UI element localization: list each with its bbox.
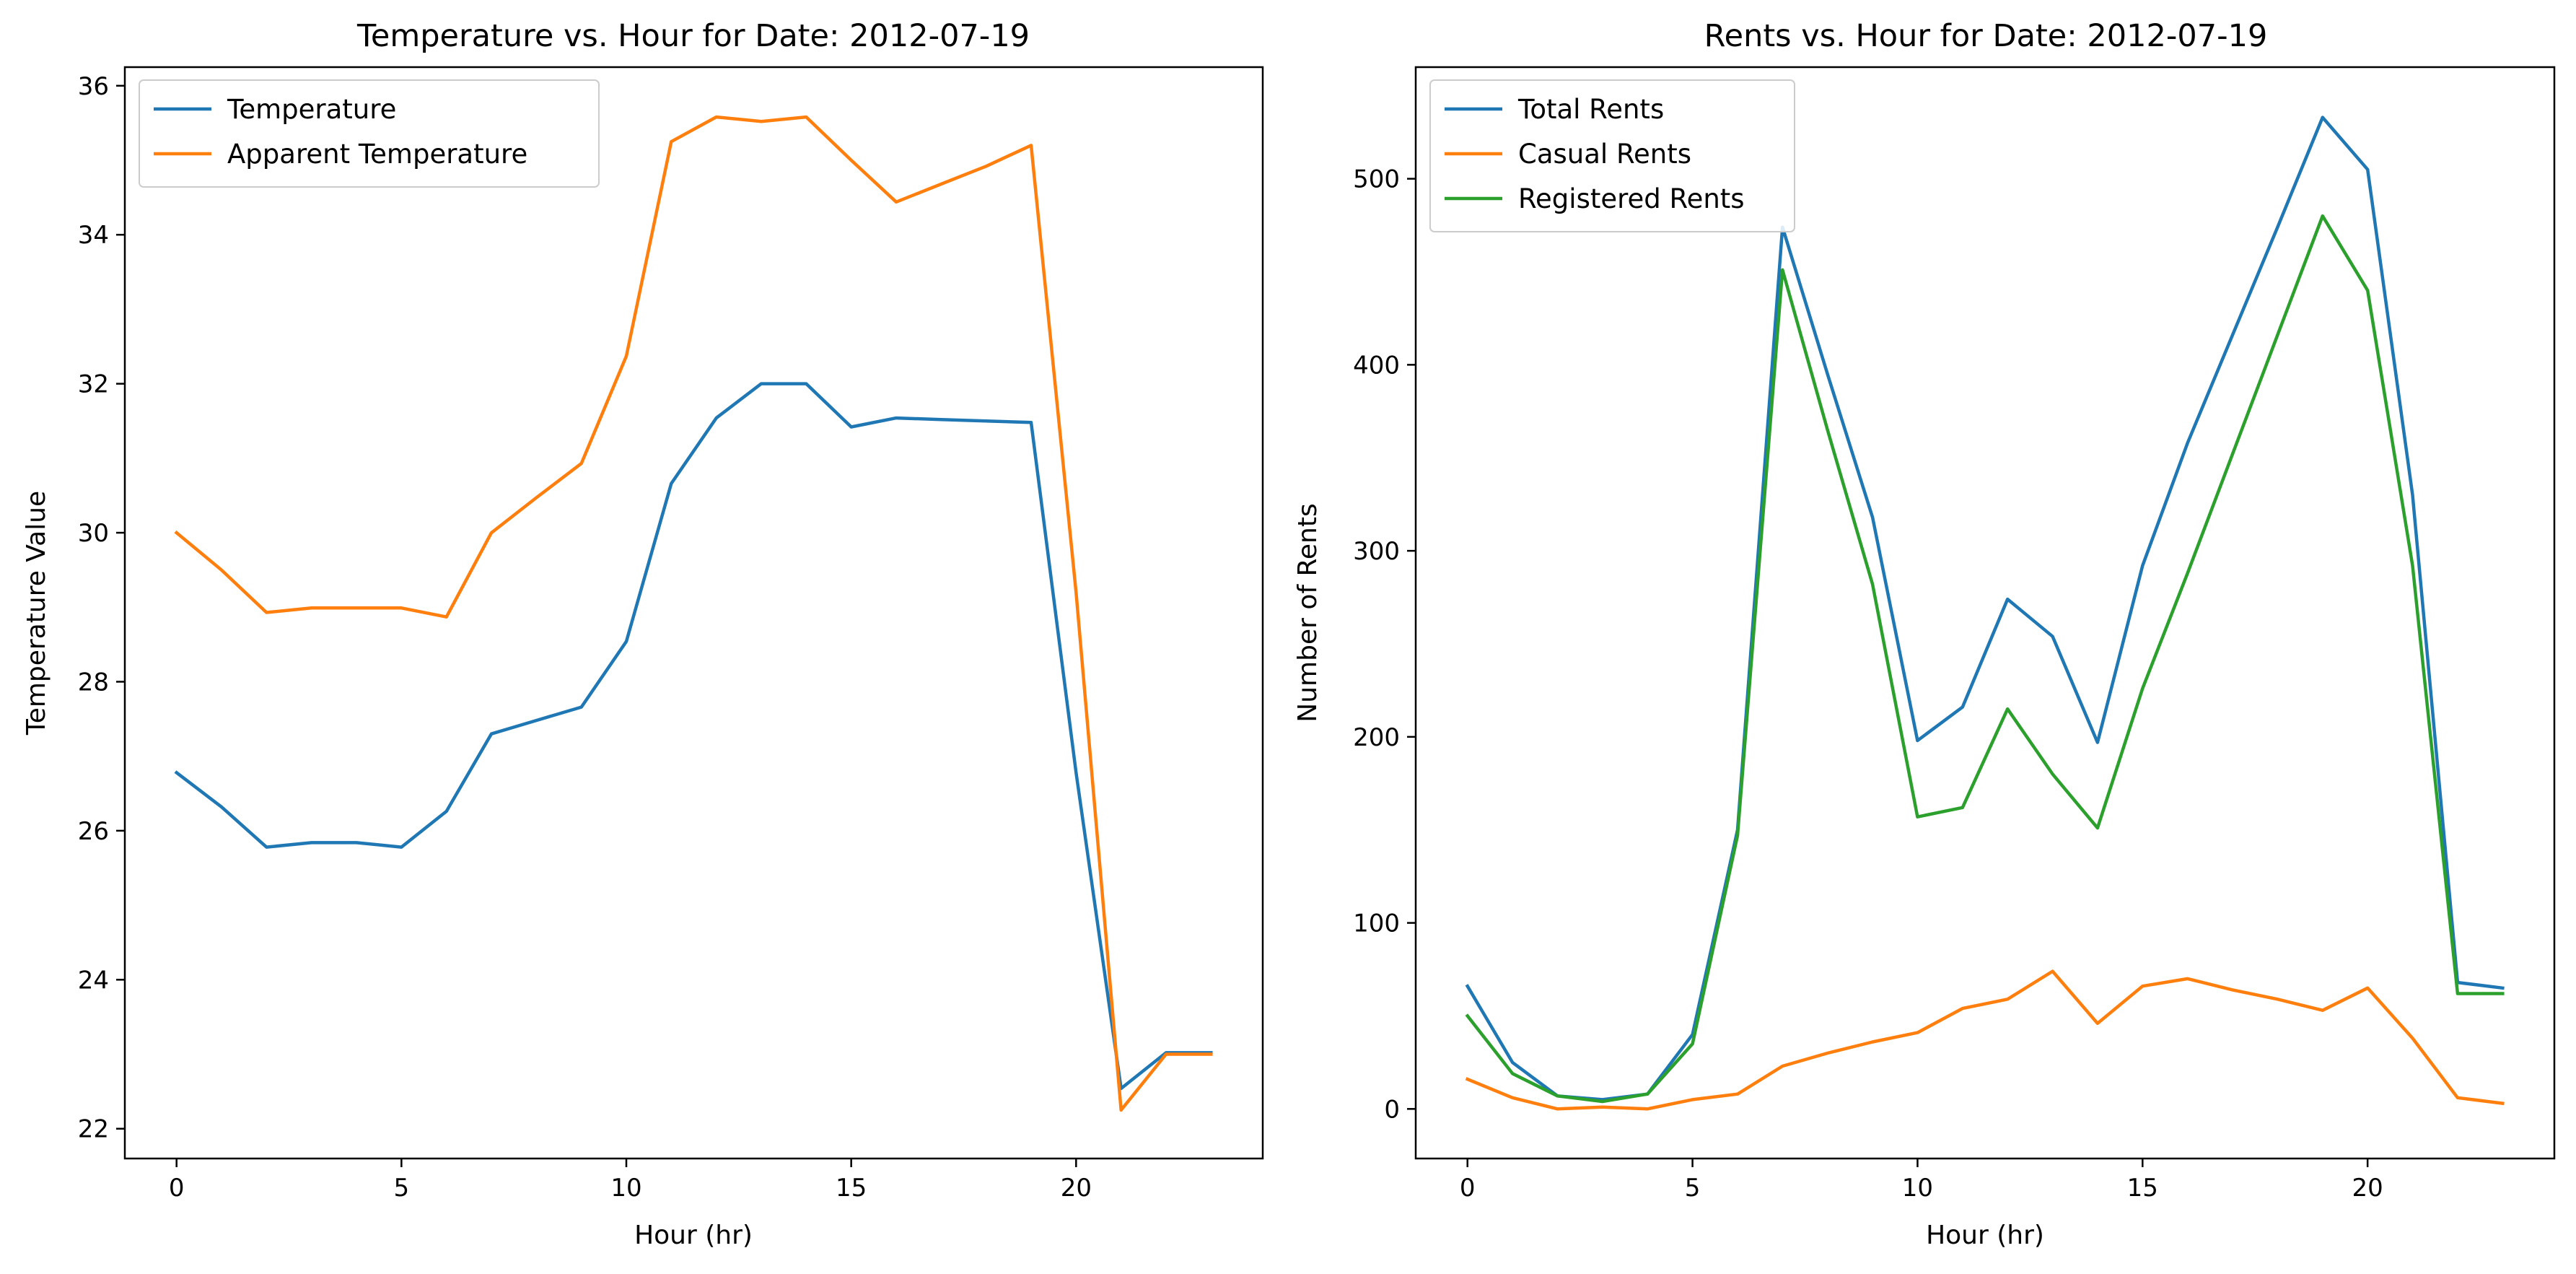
y-axis: 0 100 200 300 400 500 xyxy=(1353,165,1416,1124)
x-tick-label: 20 xyxy=(2352,1174,2383,1203)
x-tick-label: 20 xyxy=(1061,1174,1092,1203)
series-lines xyxy=(1465,115,2505,1111)
legend: Total Rents Casual Rents Registered Rents xyxy=(1429,79,1795,232)
legend-label: Apparent Temperature xyxy=(227,139,527,170)
y-tick-label: 28 xyxy=(78,668,109,697)
y-tick-label: 100 xyxy=(1353,909,1400,938)
y-tick-label: 32 xyxy=(78,370,109,399)
chart-title: Temperature vs. Hour for Date: 2012-07-1… xyxy=(356,18,1030,54)
x-axis-label: Hour (hr) xyxy=(1926,1221,2044,1250)
x-axis: 0 5 10 15 20 xyxy=(169,1159,1092,1203)
legend-label: Registered Rents xyxy=(1518,183,1745,214)
y-tick-label: 22 xyxy=(78,1115,109,1144)
y-tick-label: 300 xyxy=(1353,537,1400,566)
legend-frame xyxy=(139,79,600,188)
x-axis-label: Hour (hr) xyxy=(634,1221,753,1250)
x-tick-label: 15 xyxy=(836,1174,867,1203)
y-tick-label: 30 xyxy=(78,519,109,548)
series-line-apparent-temperature xyxy=(174,115,1213,1112)
y-tick-label: 400 xyxy=(1353,351,1400,380)
temperature-chart: Temperature vs. Hour for Date: 2012-07-1… xyxy=(22,18,1264,1250)
y-tick-label: 34 xyxy=(78,221,109,250)
y-tick-label: 24 xyxy=(78,966,109,995)
series-line-registered-rents xyxy=(1465,214,2505,1104)
x-tick-label: 5 xyxy=(1685,1174,1701,1203)
rents-chart: Rents vs. Hour for Date: 2012-07-19 0 5 10… xyxy=(1293,18,2556,1250)
y-tick-label: 200 xyxy=(1353,723,1400,752)
legend: Temperature Apparent Temperature xyxy=(139,79,600,188)
x-tick-label: 15 xyxy=(2127,1174,2158,1203)
series-line-casual-rents xyxy=(1465,969,2505,1111)
y-tick-label: 0 xyxy=(1384,1095,1400,1124)
x-axis: 0 5 10 15 20 xyxy=(1460,1159,2383,1203)
y-axis-label: Number of Rents xyxy=(1293,503,1323,722)
legend-frame xyxy=(1429,79,1795,232)
y-axis: 22 24 26 28 30 32 34 36 xyxy=(78,72,125,1144)
legend-label: Total Rents xyxy=(1517,94,1664,125)
x-tick-label: 10 xyxy=(1902,1174,1933,1203)
plot-area xyxy=(123,66,1264,1160)
x-tick-label: 0 xyxy=(169,1174,185,1203)
series-lines xyxy=(174,115,1213,1112)
series-line-temperature xyxy=(174,382,1213,1091)
x-tick-label: 10 xyxy=(610,1174,641,1203)
y-tick-label: 500 xyxy=(1353,165,1400,194)
y-axis-label: Temperature Value xyxy=(22,491,51,736)
y-tick-label: 36 xyxy=(78,72,109,101)
legend-label: Temperature xyxy=(227,94,396,125)
plot-area xyxy=(1414,66,2556,1160)
legend-label: Casual Rents xyxy=(1518,139,1691,170)
chart-title: Rents vs. Hour for Date: 2012-07-19 xyxy=(1704,18,2268,54)
x-tick-label: 0 xyxy=(1460,1174,1476,1203)
y-tick-label: 26 xyxy=(78,817,109,846)
x-tick-label: 5 xyxy=(394,1174,410,1203)
